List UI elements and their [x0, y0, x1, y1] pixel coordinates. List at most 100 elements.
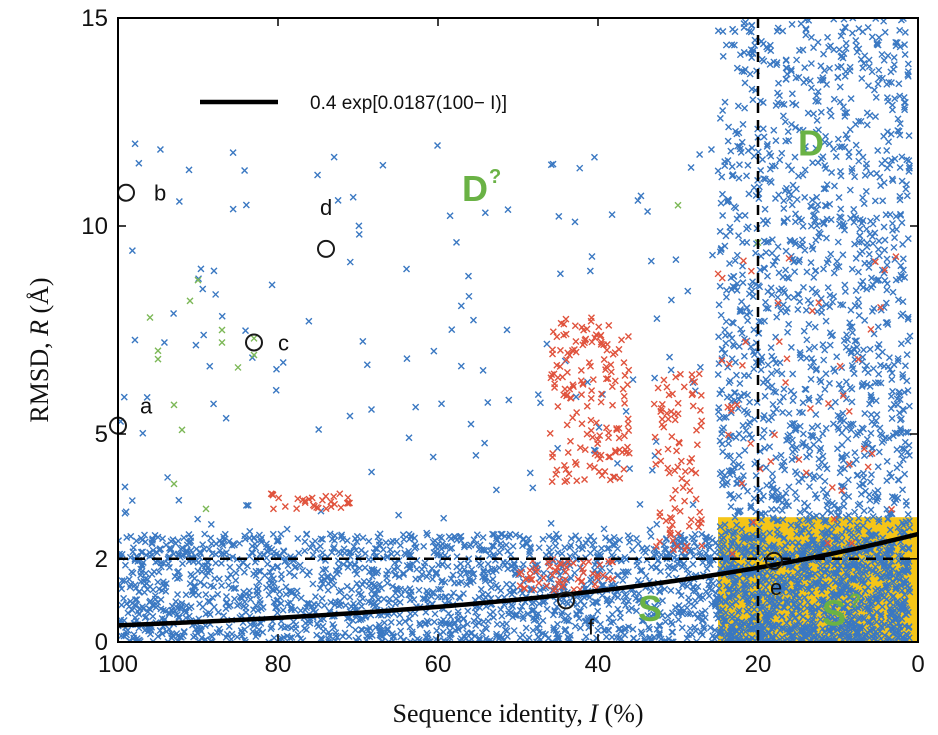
x-tick-label: 80: [265, 651, 292, 678]
blue-point: [772, 137, 780, 145]
blue-point: [351, 566, 359, 574]
blue-point: [657, 567, 664, 575]
blue-point: [249, 628, 257, 636]
blue-point: [225, 623, 233, 631]
blue-point: [680, 560, 688, 568]
red-point: [573, 477, 581, 485]
blue-point: [727, 147, 735, 155]
blue-point: [692, 627, 700, 635]
blue-point: [883, 286, 891, 294]
blue-point: [732, 434, 740, 442]
blue-point: [744, 559, 752, 567]
blue-point: [539, 598, 547, 606]
blue-point: [422, 608, 430, 616]
blue-point: [817, 378, 825, 386]
blue-point: [496, 549, 504, 557]
blue-point: [787, 343, 795, 351]
blue-point: [803, 354, 811, 362]
blue-point: [741, 79, 749, 87]
blue-point: [385, 599, 393, 607]
blue-point: [878, 160, 886, 168]
blue-point: [544, 634, 552, 642]
blue-point: [616, 609, 624, 617]
blue-point: [295, 549, 303, 557]
blue-point: [824, 284, 832, 292]
blue-point: [437, 585, 445, 593]
blue-point: [830, 182, 838, 190]
red-point: [624, 420, 632, 428]
blue-point: [182, 591, 190, 599]
blue-point: [174, 591, 182, 599]
blue-point: [805, 345, 813, 353]
blue-point: [719, 107, 727, 114]
blue-point: [690, 539, 698, 547]
blue-point: [314, 601, 322, 609]
blue-point: [858, 247, 866, 255]
blue-point: [789, 397, 797, 405]
blue-point: [279, 359, 287, 366]
blue-point: [794, 172, 802, 180]
blue-point: [416, 621, 424, 629]
red-point: [651, 433, 659, 441]
blue-point: [895, 627, 903, 635]
red-point: [595, 323, 603, 331]
blue-point: [216, 537, 224, 545]
blue-point: [735, 492, 743, 500]
blue-point: [185, 530, 193, 538]
blue-point: [903, 501, 911, 509]
blue-point: [564, 600, 572, 608]
blue-point: [317, 634, 325, 642]
blue-point: [196, 553, 204, 561]
blue-point: [603, 595, 611, 603]
blue-point: [355, 584, 363, 592]
blue-point: [887, 405, 895, 413]
blue-point: [685, 594, 693, 602]
blue-point: [774, 293, 782, 301]
blue-point: [898, 177, 906, 185]
green-point: [250, 351, 258, 359]
blue-point: [894, 476, 902, 484]
red-point: [670, 410, 678, 418]
blue-point: [740, 352, 748, 360]
blue-point: [759, 433, 767, 441]
blue-point: [895, 80, 903, 88]
blue-point: [457, 532, 465, 540]
blue-point: [661, 618, 669, 626]
red-point: [551, 380, 559, 388]
blue-point: [561, 625, 569, 633]
blue-point: [673, 555, 681, 563]
blue-point: [272, 603, 280, 611]
blue-point: [904, 235, 912, 243]
blue-point: [739, 421, 747, 429]
blue-point: [430, 618, 438, 626]
blue-point: [608, 211, 616, 219]
blue-point: [315, 426, 323, 434]
blue-point: [576, 624, 584, 632]
blue-point: [442, 593, 450, 601]
red-point: [608, 383, 616, 391]
red-point: [620, 392, 628, 400]
blue-point: [302, 626, 310, 634]
blue-point: [317, 535, 325, 543]
blue-point: [397, 591, 405, 599]
blue-point: [757, 37, 765, 45]
blue-point: [407, 532, 415, 540]
blue-point: [857, 490, 865, 498]
blue-point: [431, 610, 439, 618]
blue-point: [171, 572, 179, 580]
blue-point: [324, 580, 332, 588]
blue-point: [605, 544, 613, 552]
blue-point: [743, 172, 751, 180]
blue-point: [748, 22, 756, 30]
blue-point: [750, 152, 758, 160]
blue-point: [875, 370, 883, 378]
blue-point: [556, 270, 564, 278]
red-point: [618, 336, 626, 344]
blue-point: [407, 551, 415, 559]
blue-point: [518, 602, 526, 610]
blue-point: [820, 356, 828, 364]
blue-point: [647, 563, 655, 571]
x-tick-label: 0: [911, 651, 924, 678]
blue-point: [311, 593, 319, 601]
blue-point: [896, 163, 904, 171]
